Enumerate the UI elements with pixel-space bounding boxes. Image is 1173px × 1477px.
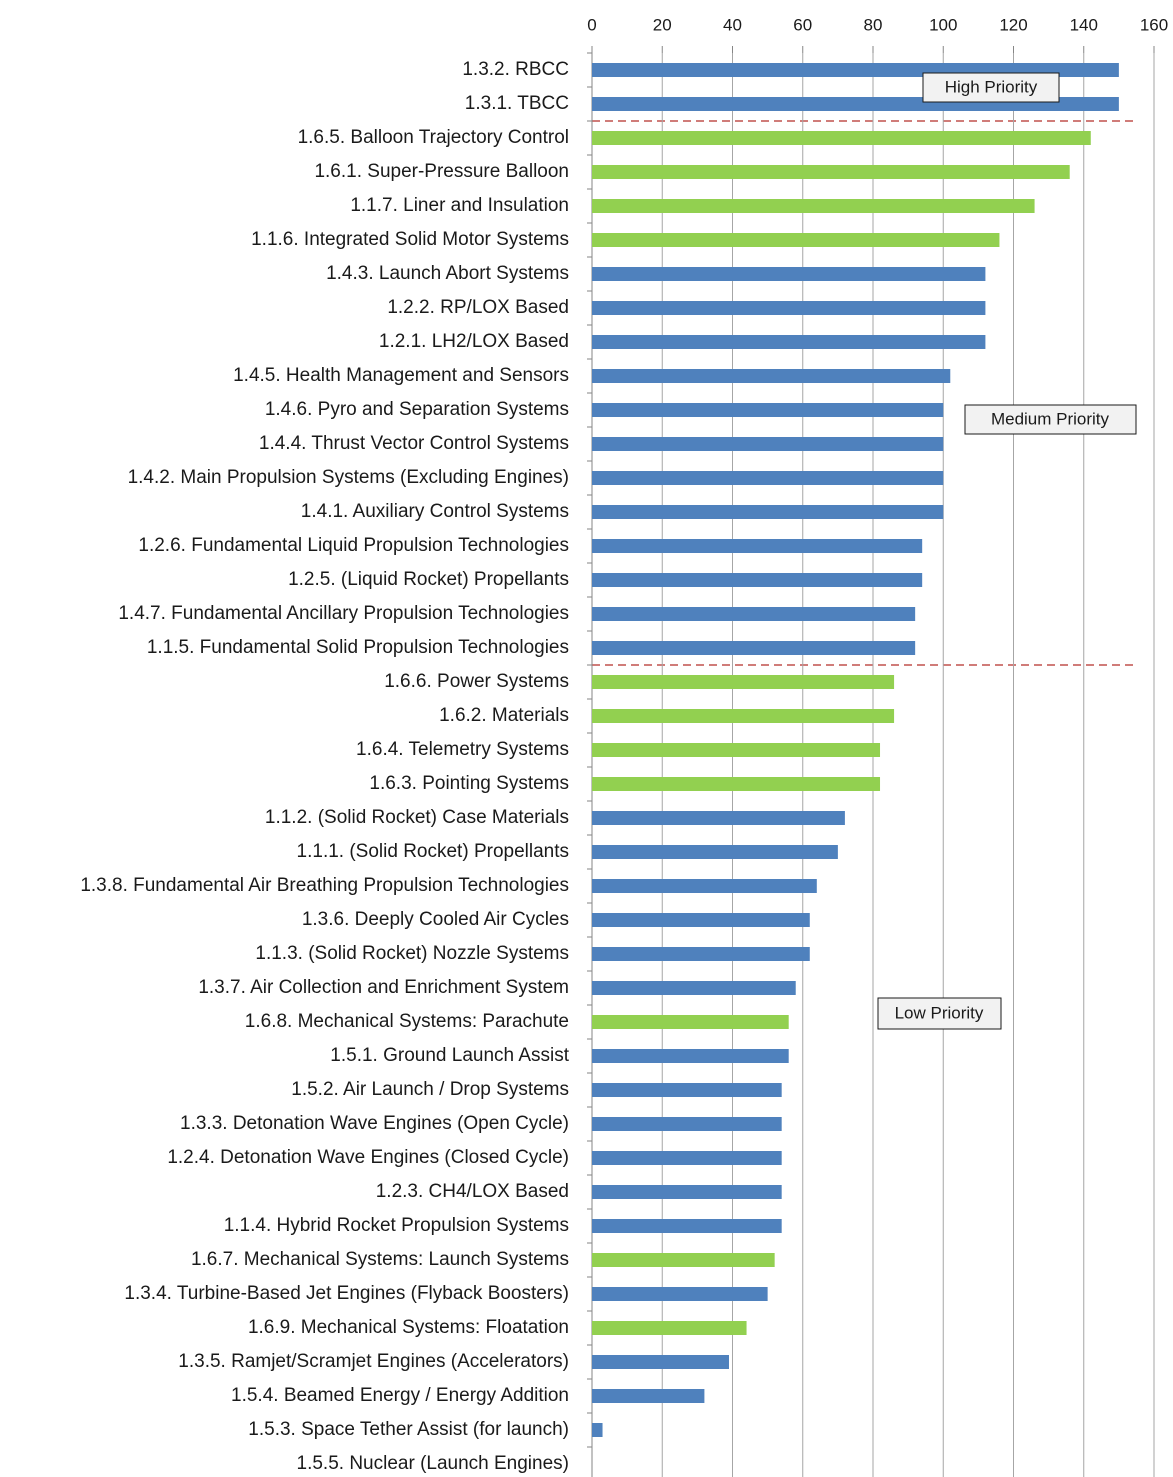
annotation-box — [922, 72, 1060, 103]
y-tick-label: 1.2.2. RP/LOX Based — [387, 297, 569, 318]
bar — [592, 913, 810, 927]
bar — [592, 1083, 782, 1097]
y-tick-label: 1.6.6. Power Systems — [384, 671, 569, 692]
y-tick-label: 1.6.9. Mechanical Systems: Floatation — [248, 1317, 569, 1338]
y-tick-label: 1.1.5. Fundamental Solid Propulsion Tech… — [147, 637, 569, 658]
annotation: Low Priority — [895, 1003, 984, 1022]
y-tick-label: 1.6.1. Super-Pressure Balloon — [314, 161, 569, 182]
y-tick-label: 1.2.4. Detonation Wave Engines (Closed C… — [167, 1147, 569, 1168]
y-tick-label: 1.3.7. Air Collection and Enrichment Sys… — [198, 977, 569, 998]
annotation-box — [877, 997, 1002, 1030]
y-tick-label: 1.4.4. Thrust Vector Control Systems — [259, 433, 569, 454]
y-tick-label: 1.3.6. Deeply Cooled Air Cycles — [302, 909, 569, 930]
bar — [592, 369, 951, 383]
bar — [592, 981, 796, 995]
x-tick-label: 80 — [864, 15, 883, 34]
y-tick-label: 1.4.1. Auxiliary Control Systems — [301, 501, 569, 522]
bar — [592, 607, 916, 621]
bar — [592, 267, 986, 281]
y-tick-label: 1.5.1. Ground Launch Assist — [330, 1045, 569, 1066]
bar — [592, 1321, 747, 1335]
y-tick-label: 1.3.1. TBCC — [465, 93, 569, 114]
bar — [592, 505, 944, 519]
bar — [592, 675, 895, 689]
y-tick-label: 1.2.6. Fundamental Liquid Propulsion Tec… — [138, 535, 569, 556]
x-tick-label: 20 — [653, 15, 672, 34]
bar — [592, 1287, 768, 1301]
bar — [592, 1389, 705, 1403]
y-tick-label: 1.3.5. Ramjet/Scramjet Engines (Accelera… — [178, 1351, 569, 1372]
y-tick-label: 1.1.4. Hybrid Rocket Propulsion Systems — [224, 1215, 569, 1236]
annotation: High Priority — [945, 77, 1038, 96]
bar — [592, 709, 895, 723]
y-tick-label: 1.5.2. Air Launch / Drop Systems — [291, 1079, 569, 1100]
bar — [592, 1015, 789, 1029]
y-tick-label: 1.4.3. Launch Abort Systems — [326, 263, 569, 284]
y-tick-label: 1.6.2. Materials — [439, 705, 569, 726]
y-tick-label: 1.5.4. Beamed Energy / Energy Addition — [231, 1385, 569, 1406]
y-tick-label: 1.2.1. LH2/LOX Based — [379, 331, 569, 352]
y-tick-label: 1.1.6. Integrated Solid Motor Systems — [251, 229, 569, 250]
bar — [592, 845, 838, 859]
y-tick-label: 1.4.5. Health Management and Sensors — [233, 365, 569, 386]
annotation-box — [964, 404, 1137, 435]
bar — [592, 471, 944, 485]
bar — [592, 641, 916, 655]
bar — [592, 879, 817, 893]
bar — [592, 233, 1000, 247]
x-tick-label: 140 — [1070, 15, 1098, 34]
bar — [592, 199, 1035, 213]
y-tick-label: 1.1.3. (Solid Rocket) Nozzle Systems — [255, 943, 569, 964]
bar — [592, 1219, 782, 1233]
y-tick-label: 1.1.1. (Solid Rocket) Propellants — [297, 841, 569, 862]
y-tick-label: 1.6.8. Mechanical Systems: Parachute — [245, 1011, 569, 1032]
y-tick-label: 1.4.7. Fundamental Ancillary Propulsion … — [118, 603, 569, 624]
y-tick-label: 1.6.4. Telemetry Systems — [356, 739, 569, 760]
y-tick-label: 1.6.7. Mechanical Systems: Launch System… — [191, 1249, 569, 1270]
y-tick-label: 1.2.5. (Liquid Rocket) Propellants — [288, 569, 569, 590]
x-tick-label: 160 — [1140, 15, 1168, 34]
bar — [592, 335, 986, 349]
bar — [592, 777, 881, 791]
bar — [592, 1253, 775, 1267]
y-tick-label: 1.2.3. CH4/LOX Based — [376, 1181, 569, 1202]
y-tick-label: 1.6.5. Balloon Trajectory Control — [298, 127, 569, 148]
y-tick-label: 1.3.8. Fundamental Air Breathing Propuls… — [80, 875, 569, 896]
y-tick-label: 1.5.5. Nuclear (Launch Engines) — [297, 1453, 570, 1474]
bar — [592, 1117, 782, 1131]
x-tick-label: 100 — [929, 15, 957, 34]
bar — [592, 743, 881, 757]
bar — [592, 1151, 782, 1165]
bar — [592, 539, 923, 553]
y-tick-label: 1.4.2. Main Propulsion Systems (Excludin… — [128, 467, 569, 488]
y-tick-label: 1.3.2. RBCC — [462, 59, 569, 80]
x-tick-label: 40 — [723, 15, 742, 34]
x-tick-label: 0 — [587, 15, 596, 34]
y-tick-label: 1.3.4. Turbine-Based Jet Engines (Flybac… — [124, 1283, 569, 1304]
bar — [592, 1185, 782, 1199]
bar — [592, 947, 810, 961]
annotation: Medium Priority — [991, 409, 1110, 428]
y-tick-label: 1.1.7. Liner and Insulation — [350, 195, 569, 216]
bar — [592, 1049, 789, 1063]
y-tick-label: 1.3.3. Detonation Wave Engines (Open Cyc… — [180, 1113, 569, 1134]
bar — [592, 437, 944, 451]
bar — [592, 131, 1091, 145]
bar — [592, 403, 944, 417]
bar — [592, 165, 1070, 179]
y-tick-label: 1.6.3. Pointing Systems — [369, 773, 569, 794]
y-tick-label: 1.1.2. (Solid Rocket) Case Materials — [265, 807, 569, 828]
y-tick-label: 1.4.6. Pyro and Separation Systems — [265, 399, 569, 420]
bar — [592, 301, 986, 315]
x-tick-label: 60 — [793, 15, 812, 34]
bar — [592, 573, 923, 587]
y-tick-label: 1.5.3. Space Tether Assist (for launch) — [248, 1419, 569, 1440]
x-tick-label: 120 — [999, 15, 1027, 34]
bar — [592, 1423, 603, 1437]
bar — [592, 811, 845, 825]
bar — [592, 1355, 729, 1369]
